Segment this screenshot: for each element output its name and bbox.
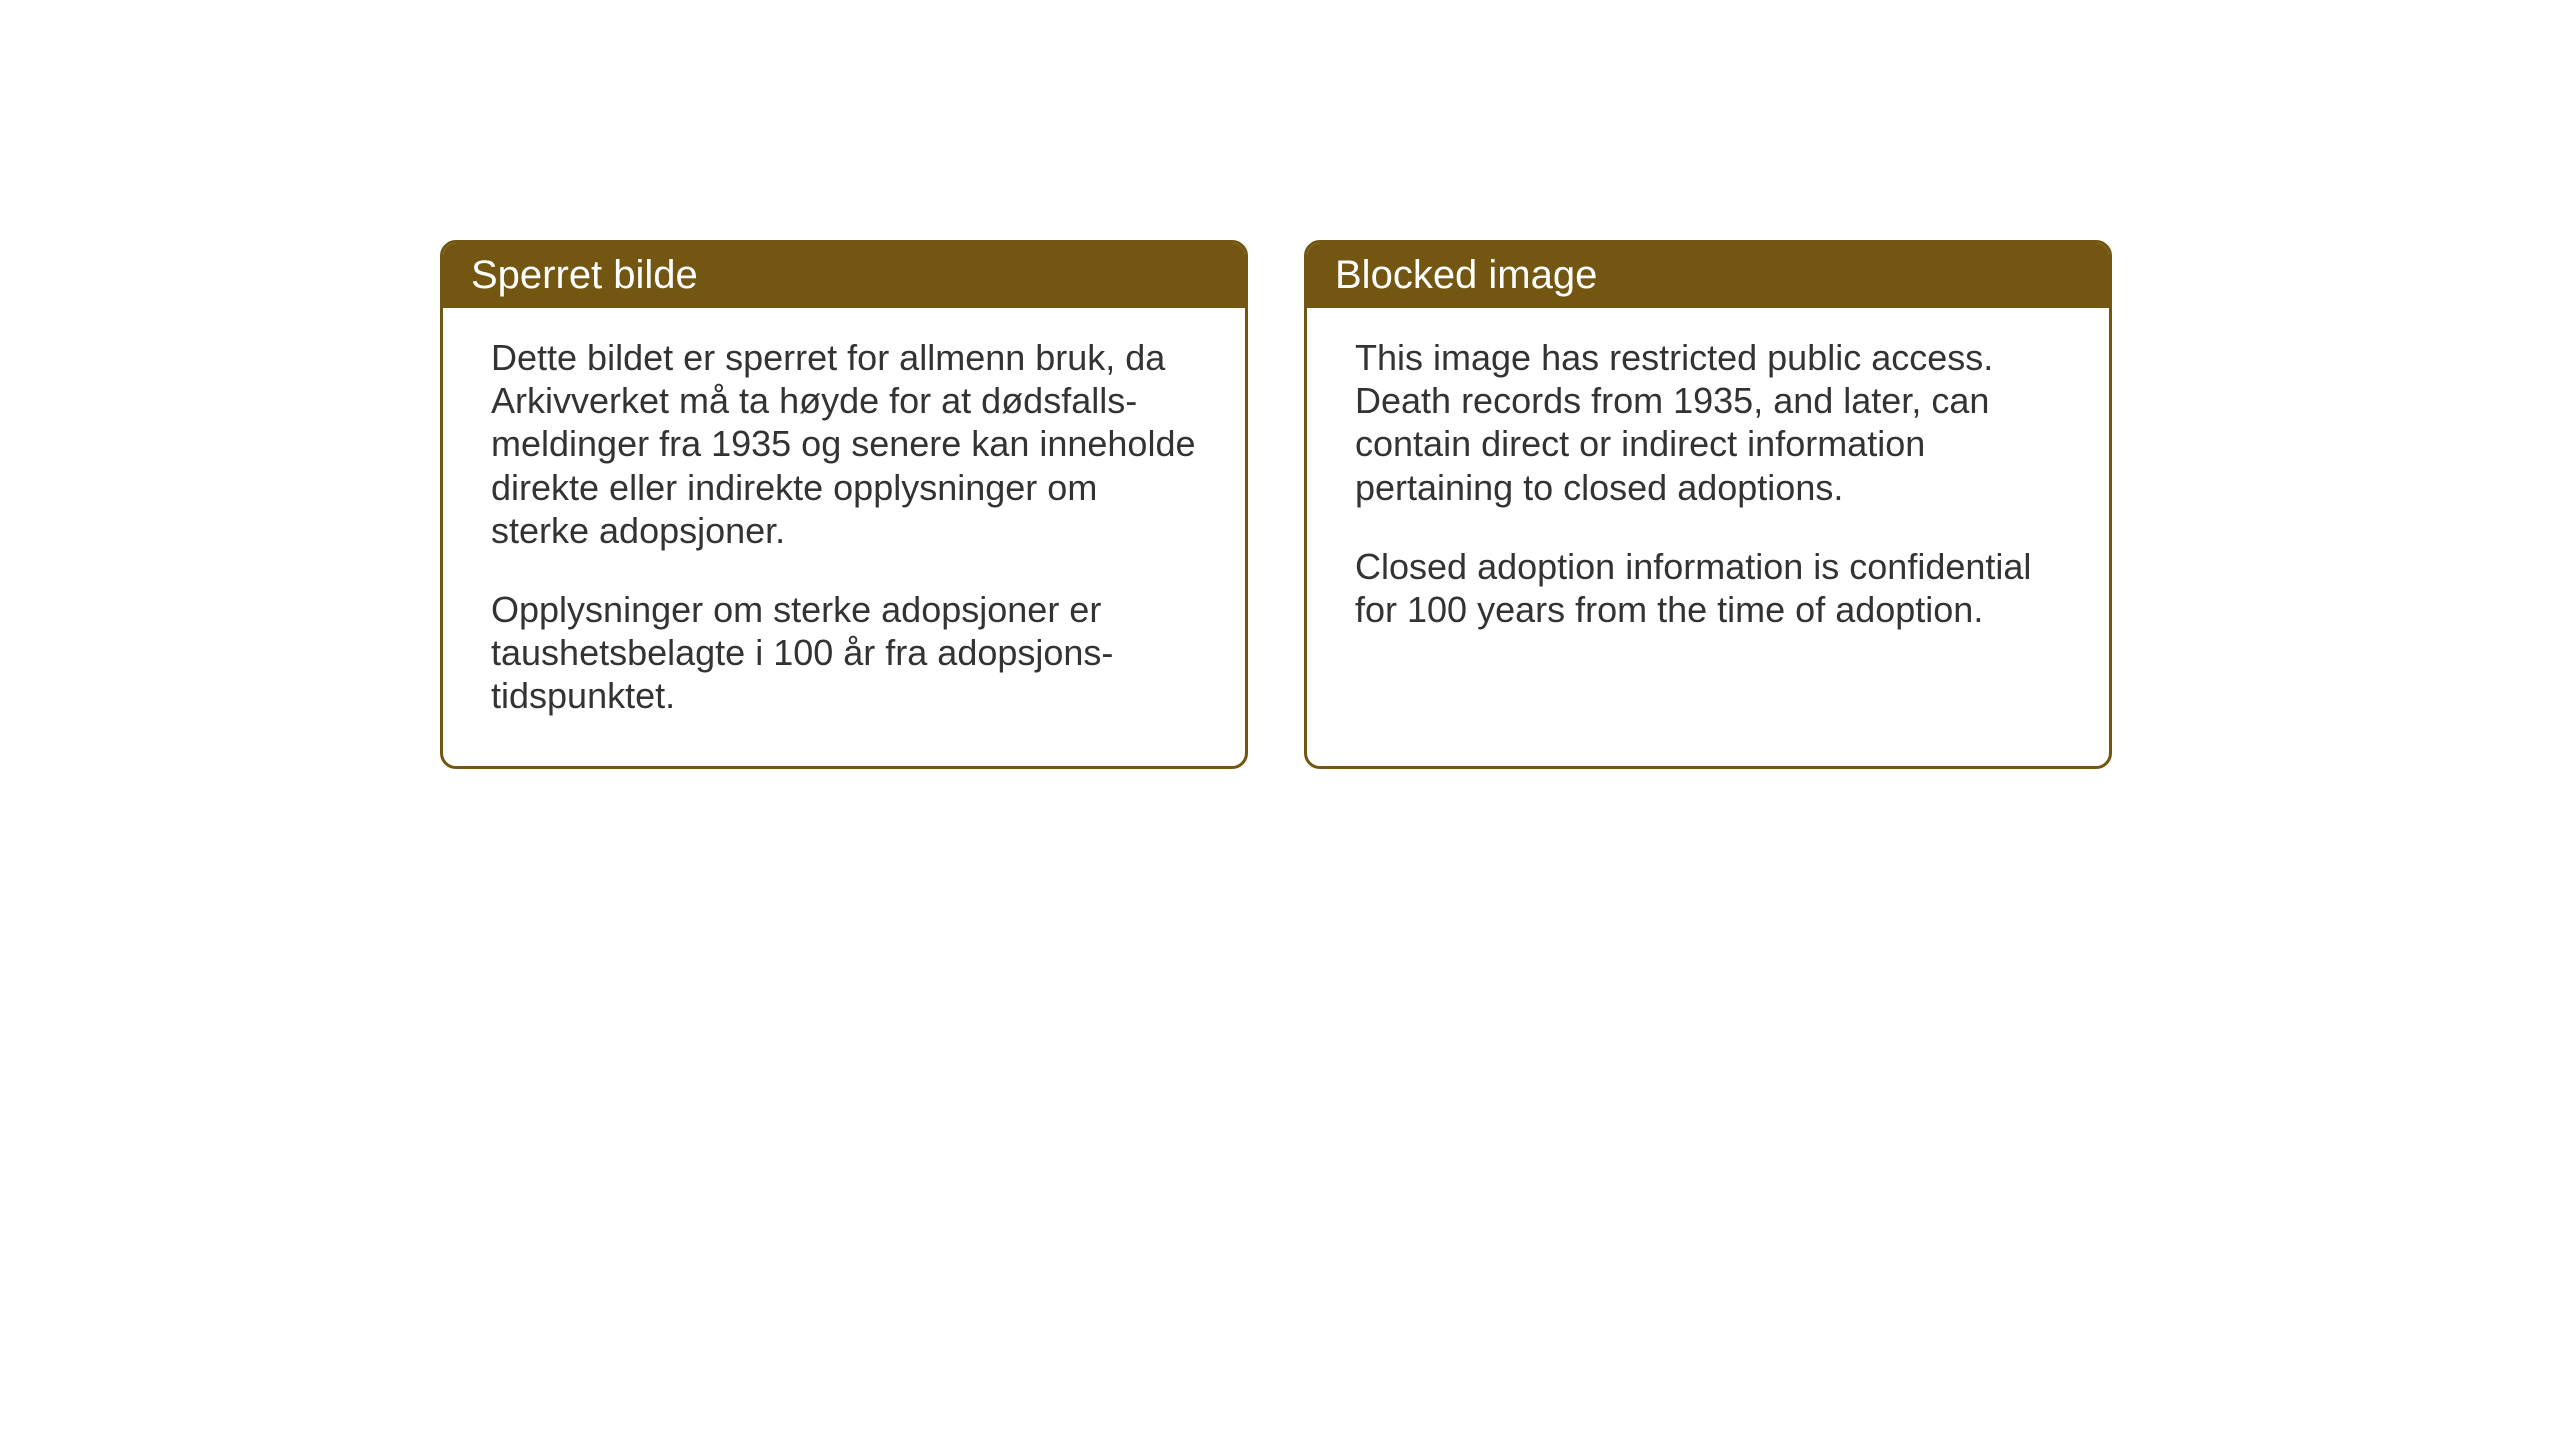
norwegian-notice-card: Sperret bilde Dette bildet er sperret fo… (440, 240, 1248, 769)
norwegian-paragraph-1: Dette bildet er sperret for allmenn bruk… (491, 336, 1197, 552)
english-paragraph-2: Closed adoption information is confident… (1355, 545, 2061, 631)
english-card-title: Blocked image (1307, 243, 2109, 308)
english-paragraph-1: This image has restricted public access.… (1355, 336, 2061, 509)
english-notice-card: Blocked image This image has restricted … (1304, 240, 2112, 769)
notice-cards-container: Sperret bilde Dette bildet er sperret fo… (440, 240, 2120, 769)
norwegian-card-title: Sperret bilde (443, 243, 1245, 308)
norwegian-card-body: Dette bildet er sperret for allmenn bruk… (443, 308, 1245, 766)
english-card-body: This image has restricted public access.… (1307, 308, 2109, 679)
norwegian-paragraph-2: Opplysninger om sterke adopsjoner er tau… (491, 588, 1197, 718)
